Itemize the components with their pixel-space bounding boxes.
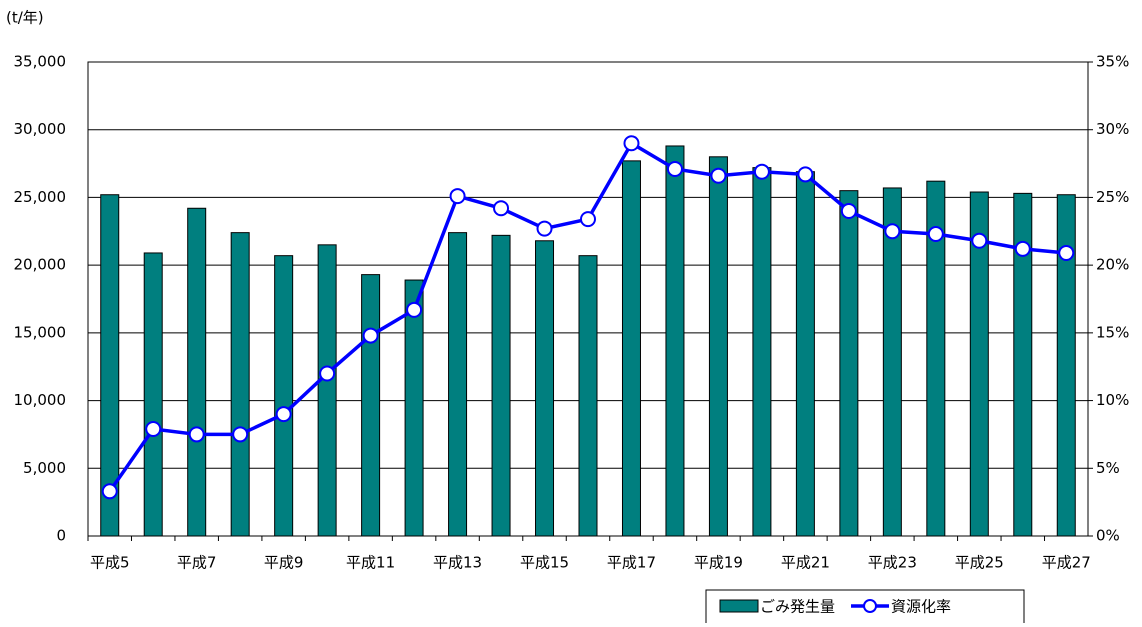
line-marker bbox=[319, 365, 336, 382]
y-tick-label: 5,000 bbox=[23, 459, 66, 477]
line-marker bbox=[753, 163, 770, 180]
y2-tick-label: 20% bbox=[1096, 256, 1129, 274]
bar bbox=[404, 279, 424, 537]
x-tick-label: 平成5 bbox=[90, 554, 130, 572]
x-tick-label: 平成21 bbox=[781, 554, 830, 572]
line-marker bbox=[493, 200, 510, 217]
line-marker bbox=[884, 223, 901, 240]
line-marker bbox=[1014, 240, 1031, 257]
bar bbox=[752, 167, 772, 537]
legend-label: 資源化率 bbox=[891, 598, 951, 616]
line-marker bbox=[797, 166, 814, 183]
y2-tick-label: 10% bbox=[1096, 391, 1129, 409]
bar bbox=[839, 190, 859, 537]
y2-tick-label: 15% bbox=[1096, 323, 1129, 341]
bar bbox=[535, 240, 555, 537]
x-tick-label: 平成13 bbox=[433, 554, 482, 572]
bar bbox=[969, 191, 989, 537]
y-tick-label: 35,000 bbox=[14, 53, 67, 71]
legend-swatch bbox=[719, 599, 759, 613]
line-marker bbox=[449, 188, 466, 205]
y2-tick-label: 25% bbox=[1096, 188, 1129, 206]
y-tick-label: 15,000 bbox=[14, 323, 67, 341]
bar bbox=[491, 234, 511, 537]
y-tick-label: 0 bbox=[56, 527, 66, 545]
bar bbox=[187, 207, 207, 537]
x-tick-label: 平成17 bbox=[607, 554, 656, 572]
line-marker bbox=[232, 426, 249, 443]
x-tick-label: 平成19 bbox=[694, 554, 743, 572]
bar bbox=[1013, 192, 1033, 537]
x-tick-label: 平成7 bbox=[177, 554, 217, 572]
line-marker bbox=[406, 301, 423, 318]
bar bbox=[578, 255, 598, 537]
x-tick-label: 平成25 bbox=[955, 554, 1004, 572]
x-tick-label: 平成11 bbox=[346, 554, 395, 572]
bar bbox=[621, 160, 641, 537]
line-marker bbox=[145, 421, 162, 438]
line-marker bbox=[623, 135, 640, 152]
x-tick-label: 平成23 bbox=[868, 554, 917, 572]
line-marker bbox=[927, 225, 944, 242]
bar bbox=[143, 252, 163, 537]
bar bbox=[448, 232, 468, 537]
y-tick-label: 10,000 bbox=[14, 391, 67, 409]
bar bbox=[274, 255, 294, 537]
legend-box bbox=[705, 589, 1025, 627]
line-marker bbox=[536, 220, 553, 237]
line-marker bbox=[580, 211, 596, 228]
bar bbox=[361, 274, 381, 537]
line-marker bbox=[275, 406, 292, 423]
x-tick-label: 平成9 bbox=[264, 554, 304, 572]
bar bbox=[882, 187, 902, 537]
bar bbox=[1056, 194, 1076, 537]
legend-label: ごみ発生量 bbox=[760, 598, 835, 616]
legend-marker bbox=[863, 599, 878, 613]
y2-tick-label: 30% bbox=[1096, 120, 1129, 138]
line-marker bbox=[710, 167, 727, 184]
bar bbox=[230, 232, 250, 537]
bar bbox=[926, 180, 946, 537]
y-tick-label: 25,000 bbox=[14, 188, 67, 206]
x-tick-label: 平成27 bbox=[1042, 554, 1091, 572]
bar bbox=[317, 244, 337, 537]
y2-tick-label: 5% bbox=[1096, 459, 1120, 477]
y2-tick-label: 35% bbox=[1096, 53, 1129, 71]
y-tick-label: 20,000 bbox=[14, 256, 67, 274]
line-marker bbox=[362, 327, 379, 344]
x-tick-label: 平成15 bbox=[520, 554, 569, 572]
line-marker bbox=[1058, 244, 1075, 261]
line-marker bbox=[666, 160, 683, 177]
line-marker bbox=[188, 426, 205, 443]
line-marker bbox=[840, 202, 857, 219]
line-marker bbox=[101, 483, 118, 500]
line-marker bbox=[971, 232, 988, 249]
y-unit-label: (t/年) bbox=[6, 9, 44, 27]
y-tick-label: 30,000 bbox=[14, 120, 67, 138]
bar bbox=[708, 156, 728, 537]
y2-tick-label: 0% bbox=[1096, 527, 1120, 545]
bar bbox=[665, 145, 685, 537]
bar bbox=[100, 194, 120, 537]
bar bbox=[795, 171, 815, 537]
